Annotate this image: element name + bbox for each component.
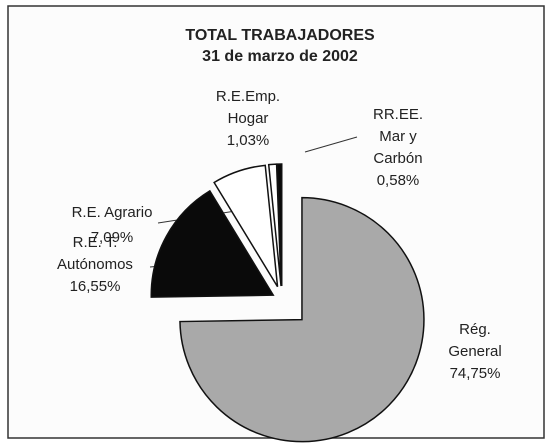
slice-label: Autónomos [57, 256, 133, 273]
leader-line [304, 136, 358, 153]
slice-label: R.E. T. [73, 234, 118, 251]
slice-label: Mar y [379, 128, 417, 145]
value-label: 74,75% [450, 365, 501, 382]
slice-label: R.E.Emp. [216, 88, 280, 105]
slice-label: R.E. Agrario [72, 204, 153, 221]
value-label: 7,09% [91, 229, 134, 246]
slice-label: General [448, 343, 501, 360]
chart-title: TOTAL TRABAJADORES [185, 27, 375, 44]
value-label: 0,58% [377, 172, 420, 189]
pie-slice [276, 163, 283, 287]
pie-slice [213, 164, 279, 288]
slice-label: Rég. [459, 321, 491, 338]
value-label: 16,55% [70, 278, 121, 295]
slice-label: RR.EE. [373, 106, 423, 123]
chart-subtitle: 31 de marzo de 2002 [202, 48, 358, 65]
slice-label: Carbón [373, 150, 422, 167]
pie-slice [179, 196, 425, 443]
pie-slice [150, 189, 275, 298]
value-label: 1,03% [227, 132, 270, 149]
slice-label: Hogar [228, 110, 269, 127]
